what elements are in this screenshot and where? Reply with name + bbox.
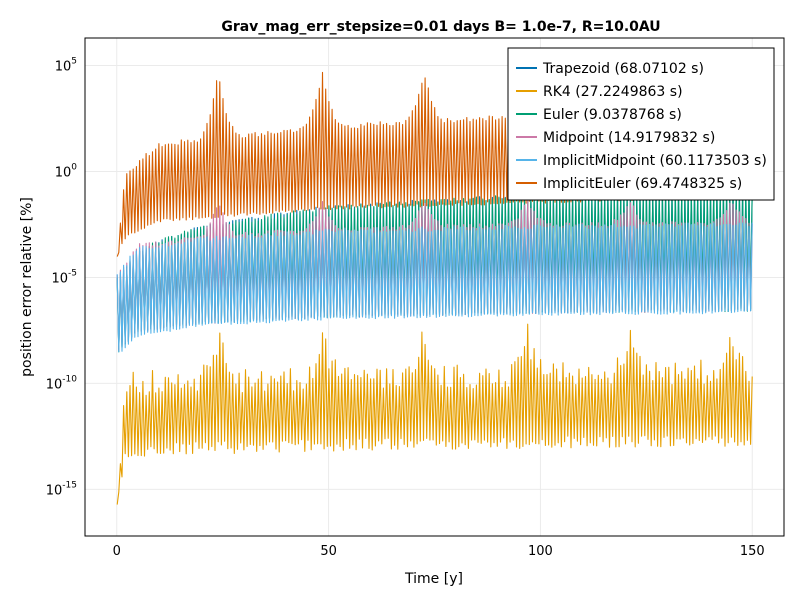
- x-tick-label: 150: [740, 544, 765, 559]
- y-tick-base: 10: [46, 483, 63, 498]
- y-tick-base: 10: [55, 166, 72, 181]
- x-tick-label: 50: [320, 544, 337, 559]
- y-tick-base: 10: [55, 60, 72, 75]
- y-tick-base: 10: [46, 377, 63, 392]
- axis-frame: [84, 37, 785, 537]
- x-tick-label: 100: [528, 544, 553, 559]
- y-tick-exponent: -15: [62, 480, 77, 490]
- y-tick-exponent: -10: [62, 374, 77, 384]
- y-tick-label: 10-5: [51, 268, 77, 286]
- legend-entry-label: ImplicitMidpoint (60.1173503 s): [543, 153, 767, 169]
- legend-entry-label: RK4 (27.2249863 s): [543, 84, 683, 100]
- legend-entry-label: Midpoint (14.9179832 s): [543, 130, 715, 146]
- y-tick-label: 10-15: [46, 480, 77, 498]
- x-tick-labels: 0 50 100 150: [113, 544, 765, 559]
- series-line-midpoint: [116, 197, 753, 352]
- y-tick-exponent: 5: [71, 57, 77, 67]
- legend-entry-label: ImplicitEuler (69.4748325 s): [543, 176, 742, 192]
- y-tick-label: 10-10: [46, 374, 78, 392]
- series-line-rk4: [116, 323, 753, 505]
- y-tick-label: 105: [55, 57, 77, 75]
- legend-entry-label: Trapezoid (68.07102 s): [542, 61, 704, 77]
- y-tick-exponent: -5: [68, 268, 77, 278]
- y-axis-label: position error relative [%]: [19, 197, 35, 377]
- legend: Trapezoid (68.07102 s) RK4 (27.2249863 s)…: [507, 47, 775, 201]
- y-tick-label: 100: [55, 163, 78, 181]
- legend-entry-label: Euler (9.0378768 s): [543, 107, 682, 123]
- legend-box: [507, 47, 775, 201]
- series-line-implicitmidpoint: [116, 222, 753, 353]
- y-tick-exponent: 0: [71, 163, 77, 173]
- chart-title: Grav_mag_err_stepsize=0.01 days B= 1.0e-…: [221, 19, 660, 35]
- x-axis-label: Time [y]: [404, 571, 463, 587]
- x-tick-label: 0: [113, 544, 121, 559]
- y-tick-base: 10: [51, 271, 68, 286]
